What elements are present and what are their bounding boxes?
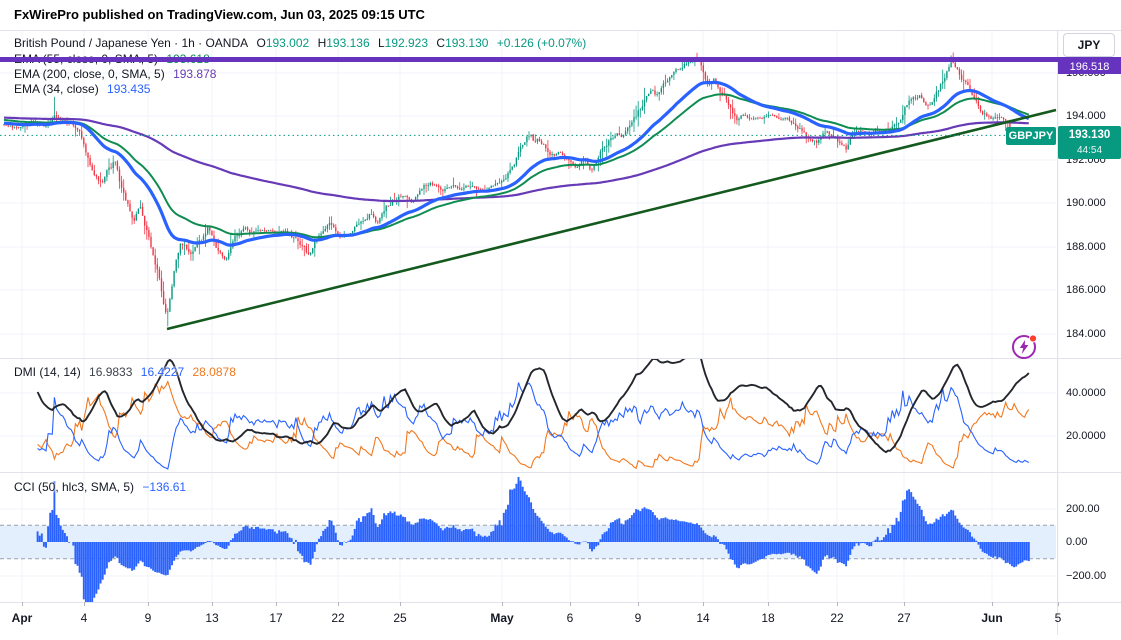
time-tick-mark	[400, 602, 401, 606]
time-axis[interactable]	[0, 602, 1121, 635]
price-tick-label: 184.000	[1066, 328, 1106, 340]
last-price-label: 193.130 44:54	[1058, 126, 1121, 159]
symbol-price-tag: GBPJPY	[1006, 127, 1056, 145]
time-tick-label: 6	[566, 611, 574, 625]
time-tick-mark	[212, 602, 213, 606]
dmi-tick-label: 20.0000	[1066, 430, 1106, 442]
time-tick-label: 17	[269, 611, 283, 625]
time-tick-label: 5	[1054, 611, 1062, 625]
dmi-legend: DMI (14, 14) 16.9833 16.4227 28.0878	[14, 365, 236, 379]
dmi-plusdi-value: 16.4227	[140, 365, 185, 379]
time-tick-label: 25	[393, 611, 407, 625]
resistance-line[interactable]	[0, 57, 1121, 62]
time-tick-label: May	[490, 611, 514, 625]
cci-label: CCI (50, hlc3, SMA, 5)	[14, 480, 135, 494]
dmi-label: DMI (14, 14)	[14, 365, 81, 379]
cci-value: −136.61	[142, 480, 187, 494]
time-tick-mark	[502, 602, 503, 606]
ema200-value: 193.878	[173, 67, 217, 81]
low-value: 192.923	[384, 36, 429, 50]
publish-header: FxWirePro published on TradingView.com, …	[14, 7, 425, 22]
time-tick-mark	[703, 602, 704, 606]
symbol-title: British Pound / Japanese Yen · 1h · OAND…	[14, 36, 249, 50]
time-tick-mark	[338, 602, 339, 606]
cci-legend: CCI (50, hlc3, SMA, 5) −136.61	[14, 480, 186, 494]
time-tick-label: Jun	[981, 611, 1003, 625]
ema200-label: EMA (200, close, 0, SMA, 5)	[14, 67, 165, 81]
ema34-value: 193.435	[107, 82, 151, 96]
technicals-gauge-icon[interactable]	[1010, 332, 1040, 362]
dmi-adx-value: 16.9833	[89, 365, 133, 379]
low-label: L	[377, 36, 385, 50]
time-tick-label: Apr	[11, 611, 33, 625]
open-value: 193.002	[265, 36, 310, 50]
bar-countdown: 44:54	[1076, 145, 1103, 156]
cci-tick-label: −200.00	[1066, 570, 1107, 582]
lightning-bolt-icon	[1019, 340, 1029, 354]
price-tick-label: 190.000	[1066, 197, 1106, 209]
time-tick-label: 27	[897, 611, 911, 625]
time-tick-label: 14	[696, 611, 710, 625]
time-tick-label: 9	[634, 611, 642, 625]
time-tick-label: 13	[205, 611, 219, 625]
time-tick-mark	[768, 602, 769, 606]
price-tick-label: 194.000	[1066, 110, 1106, 122]
time-tick-mark	[276, 602, 277, 606]
time-tick-label: 9	[144, 611, 152, 625]
open-label: O	[256, 36, 266, 50]
publish-caption: FxWirePro published on TradingView.com, …	[14, 7, 425, 22]
high-value: 193.136	[326, 36, 370, 50]
time-tick-mark	[570, 602, 571, 606]
cci-tick-label: 0.00	[1066, 536, 1088, 548]
dmi-tick-label: 40.0000	[1066, 387, 1106, 399]
time-tick-label: 22	[830, 611, 844, 625]
time-tick-mark	[992, 602, 993, 606]
currency-toggle-button[interactable]: JPY	[1063, 33, 1115, 57]
time-tick-mark	[84, 602, 85, 606]
last-price-value: 193.130	[1068, 129, 1111, 141]
time-tick-label: 22	[331, 611, 345, 625]
change-value: +0.126 (+0.07%)	[496, 36, 587, 50]
time-tick-mark	[638, 602, 639, 606]
ema34-label: EMA (34, close)	[14, 82, 99, 96]
ema34-legend: EMA (34, close) 193.435	[14, 82, 150, 96]
time-tick-mark	[837, 602, 838, 606]
cci-tick-label: 200.00	[1066, 503, 1100, 515]
close-value: 193.130	[445, 36, 489, 50]
time-tick-mark	[1058, 602, 1059, 606]
notification-dot	[1028, 334, 1038, 343]
high-label: H	[317, 36, 327, 50]
time-tick-mark	[148, 602, 149, 606]
ema200-legend: EMA (200, close, 0, SMA, 5) 193.878	[14, 67, 216, 81]
time-tick-mark	[22, 602, 23, 606]
close-label: C	[436, 36, 446, 50]
dmi-minusdi-value: 28.0878	[192, 365, 236, 379]
price-tick-label: 186.000	[1066, 284, 1106, 296]
price-tick-label: 188.000	[1066, 241, 1106, 253]
time-tick-mark	[904, 602, 905, 606]
time-tick-label: 4	[80, 611, 88, 625]
time-tick-label: 18	[761, 611, 775, 625]
symbol-legend: British Pound / Japanese Yen · 1h · OAND…	[14, 36, 586, 50]
